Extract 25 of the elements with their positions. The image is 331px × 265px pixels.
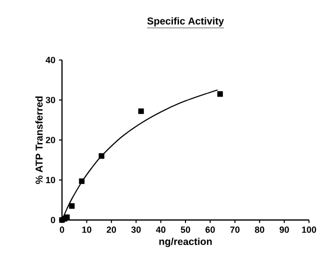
x-axis-title: ng/reaction (159, 238, 212, 248)
point (69, 203, 75, 209)
y-tick-label: 10 (46, 176, 56, 184)
point (138, 108, 144, 114)
point (217, 91, 223, 97)
y-tick-label: 30 (46, 96, 56, 104)
x-tick-label: 70 (230, 226, 240, 233)
x-tick-label: 30 (131, 226, 141, 233)
point (64, 214, 70, 220)
x-tick-label: 10 (82, 226, 92, 233)
y-tick-label: 0 (50, 216, 56, 224)
x-tick-label: 60 (206, 226, 215, 233)
x-tick-label: 50 (180, 226, 190, 233)
x-tick-label: 100 (302, 226, 316, 233)
x-tick-label: 40 (156, 226, 166, 233)
x-tick-label: 80 (254, 226, 264, 233)
chart-title: Specific Activity (147, 17, 224, 27)
point (78, 178, 85, 184)
point (98, 153, 104, 159)
x-tick-label: 20 (106, 226, 116, 233)
y-tick-label: 20 (46, 136, 56, 144)
y-tick-label: 40 (46, 56, 56, 64)
y-axis-title: % ATP Transferred (35, 96, 43, 184)
x-tick-label: 90 (280, 226, 289, 233)
x-tick-label: 0 (60, 226, 64, 233)
